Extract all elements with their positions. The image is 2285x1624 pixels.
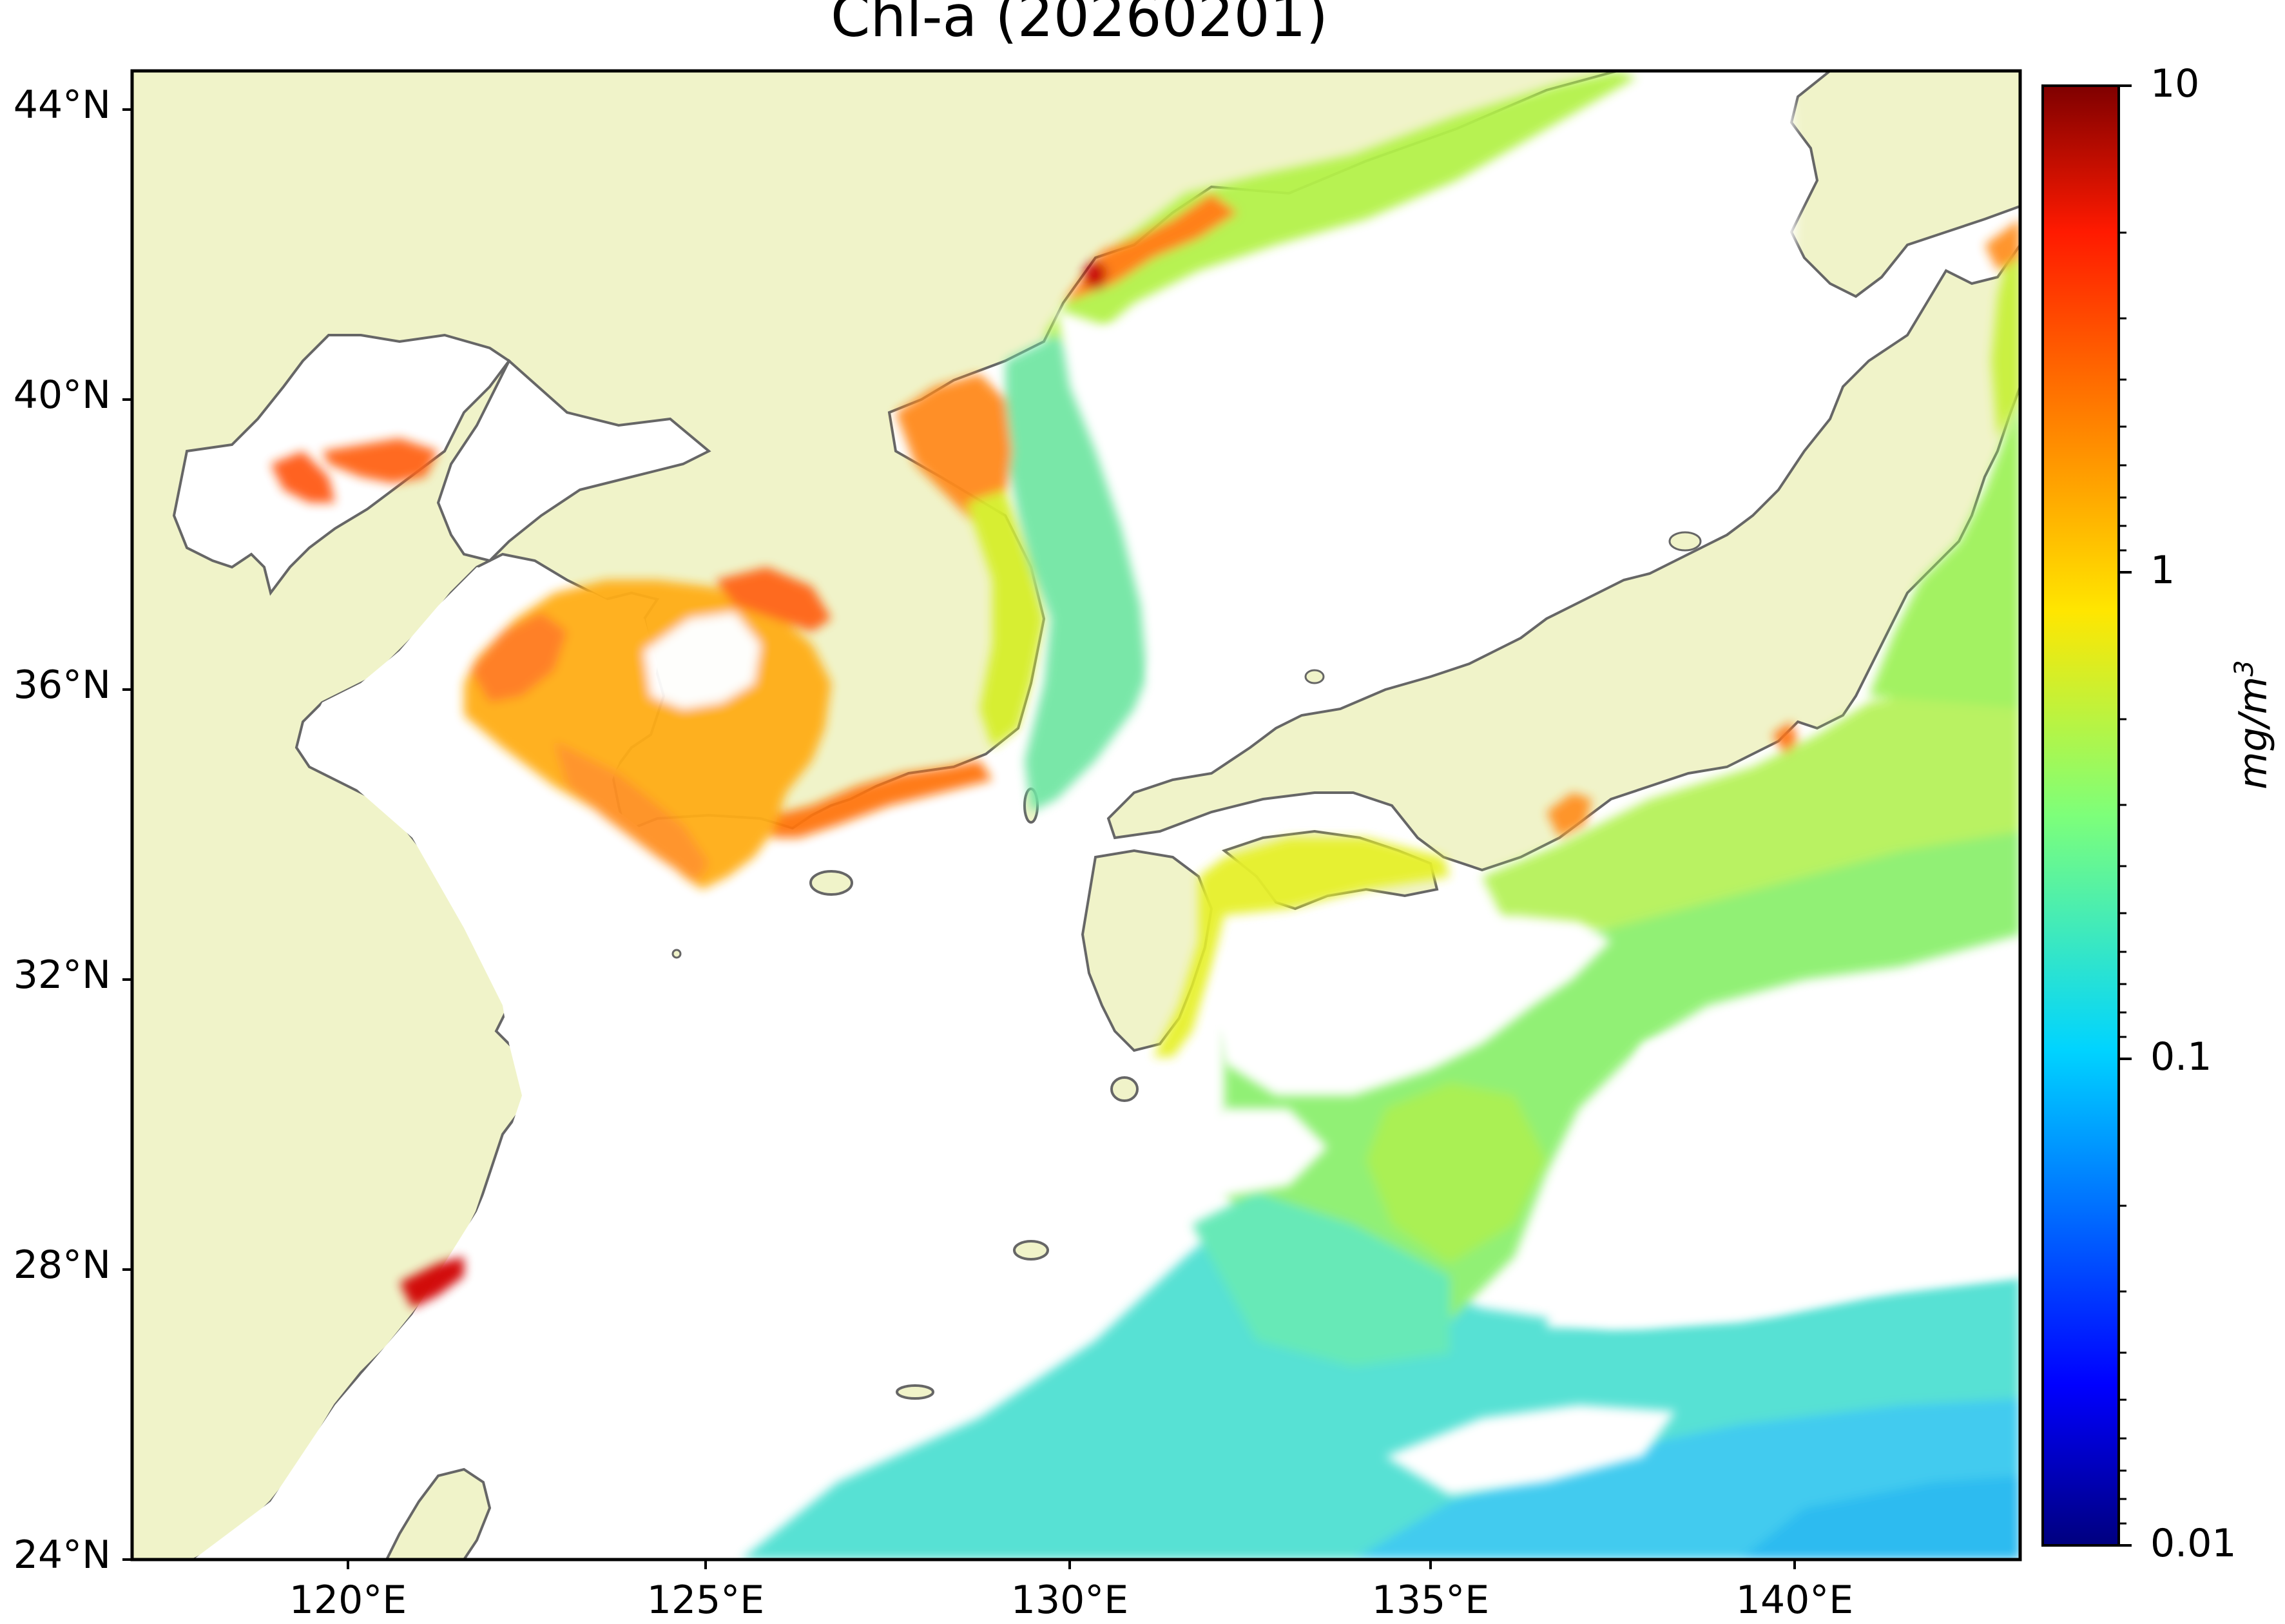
axis-ticks [122, 108, 1796, 1569]
colorbar-tick-label: 10 [2150, 61, 2200, 106]
colorbar-tick-label: 1 [2150, 548, 2175, 593]
colorbar-label: mg/m3 [2230, 660, 2276, 789]
y-tick-label: 24°N [13, 1532, 111, 1578]
colorbar-label-text: mg/m [2231, 676, 2276, 789]
x-tick-label: 125°E [646, 1578, 765, 1623]
x-tick-label: 120°E [289, 1578, 407, 1623]
y-tick-label: 44°N [13, 82, 111, 128]
colorbar-label-exponent: 3 [2230, 660, 2259, 677]
chlorophyll-data [271, 71, 2020, 1560]
land-japan-honshu [1106, 242, 2020, 872]
y-tick-label: 40°N [13, 372, 111, 418]
map-title: Chl-a (20260201) [831, 0, 1328, 50]
x-tick-label: 135°E [1371, 1578, 1490, 1623]
y-tick-label: 32°N [13, 952, 111, 998]
colorbar-minor-ticks [2119, 231, 2126, 1525]
y-tick-label: 28°N [13, 1242, 111, 1288]
no-data-patches [1057, 97, 2020, 1495]
land-taiwan [385, 1467, 492, 1560]
colorbar [2041, 84, 2120, 1547]
x-tick-label: 140°E [1735, 1578, 1854, 1623]
map-frame [130, 69, 2022, 1561]
bohai-inner [436, 358, 711, 563]
land-jeju [809, 870, 853, 896]
colorbar-tick-label: 0.01 [2150, 1521, 2237, 1566]
colorbar-tick-label: 0.1 [2150, 1034, 2212, 1079]
land-hokkaido [1789, 71, 2020, 298]
yellow-sea [193, 567, 1121, 1560]
colorbar-ticks [2119, 84, 2132, 1547]
y-tick-label: 36°N [13, 662, 111, 708]
x-tick-label: 130°E [1010, 1578, 1129, 1623]
